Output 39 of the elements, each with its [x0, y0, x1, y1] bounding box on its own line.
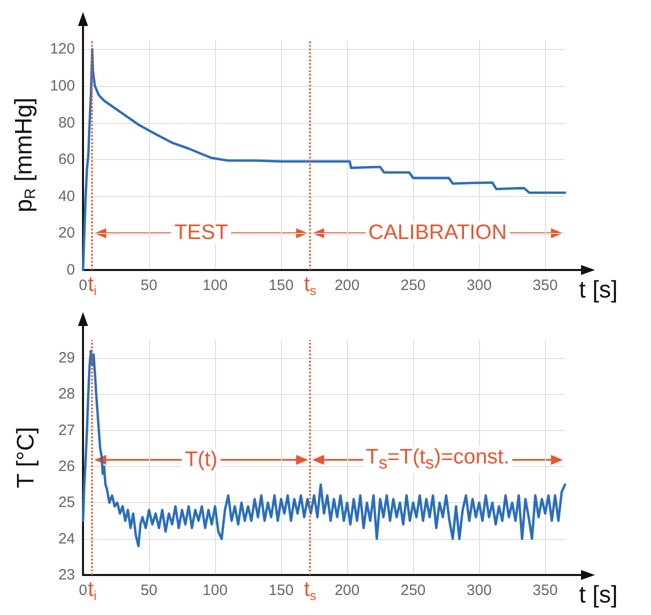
y-tick-label: 25: [58, 494, 75, 512]
x-tick-label: 100: [202, 277, 228, 294]
x-tick-label: 250: [400, 277, 426, 294]
x-tick-label: 350: [532, 582, 558, 599]
y-tick-label: 100: [50, 78, 75, 94]
x-tick-label: 200: [334, 582, 360, 599]
x-tick-label: 50: [140, 277, 158, 294]
x-tick-label: 50: [140, 582, 158, 599]
annotation: CALIBRATION: [365, 221, 510, 244]
y-tick-label: 120: [50, 40, 75, 58]
y-tick-label: 28: [58, 386, 75, 403]
x-tick-label: 300: [466, 582, 492, 599]
x-tick-label: 250: [400, 582, 426, 599]
y-axis-title: T [°C]: [12, 426, 40, 488]
x-tick-label: 200: [334, 277, 360, 294]
y-tick-label: 20: [58, 224, 75, 242]
y-tick-label: 80: [58, 114, 75, 132]
annotation: T$_{s}$=T(t$_{s}$)=const.: [362, 445, 512, 474]
x-tick-label: 150: [268, 582, 294, 599]
x-tick-label: 0: [78, 277, 88, 294]
line-series: [82, 350, 566, 548]
annotation: T(t): [182, 448, 221, 471]
x-tick-label: 350: [532, 277, 558, 294]
x-tick-label: 100: [202, 582, 228, 599]
y-tick-label: 60: [58, 151, 75, 168]
x-tick-label: 0: [78, 582, 88, 599]
x-axis-title: t [s]: [579, 276, 618, 304]
y-tick-label: 40: [58, 188, 75, 205]
x-axis-title: t [s]: [579, 582, 618, 608]
annotation: TEST: [171, 221, 232, 244]
x-tick-label: 150: [268, 277, 294, 294]
y-tick-label: 23: [58, 566, 75, 584]
x-tick-label: 300: [466, 277, 492, 294]
y-tick-label: 0: [66, 262, 75, 278]
y-tick-label: 27: [58, 422, 75, 439]
y-tick-label: 26: [58, 458, 75, 476]
y-tick-label: 24: [58, 530, 75, 548]
y-tick-label: 29: [58, 350, 75, 367]
y-axis-title: pR [mmHg]: [10, 98, 39, 212]
